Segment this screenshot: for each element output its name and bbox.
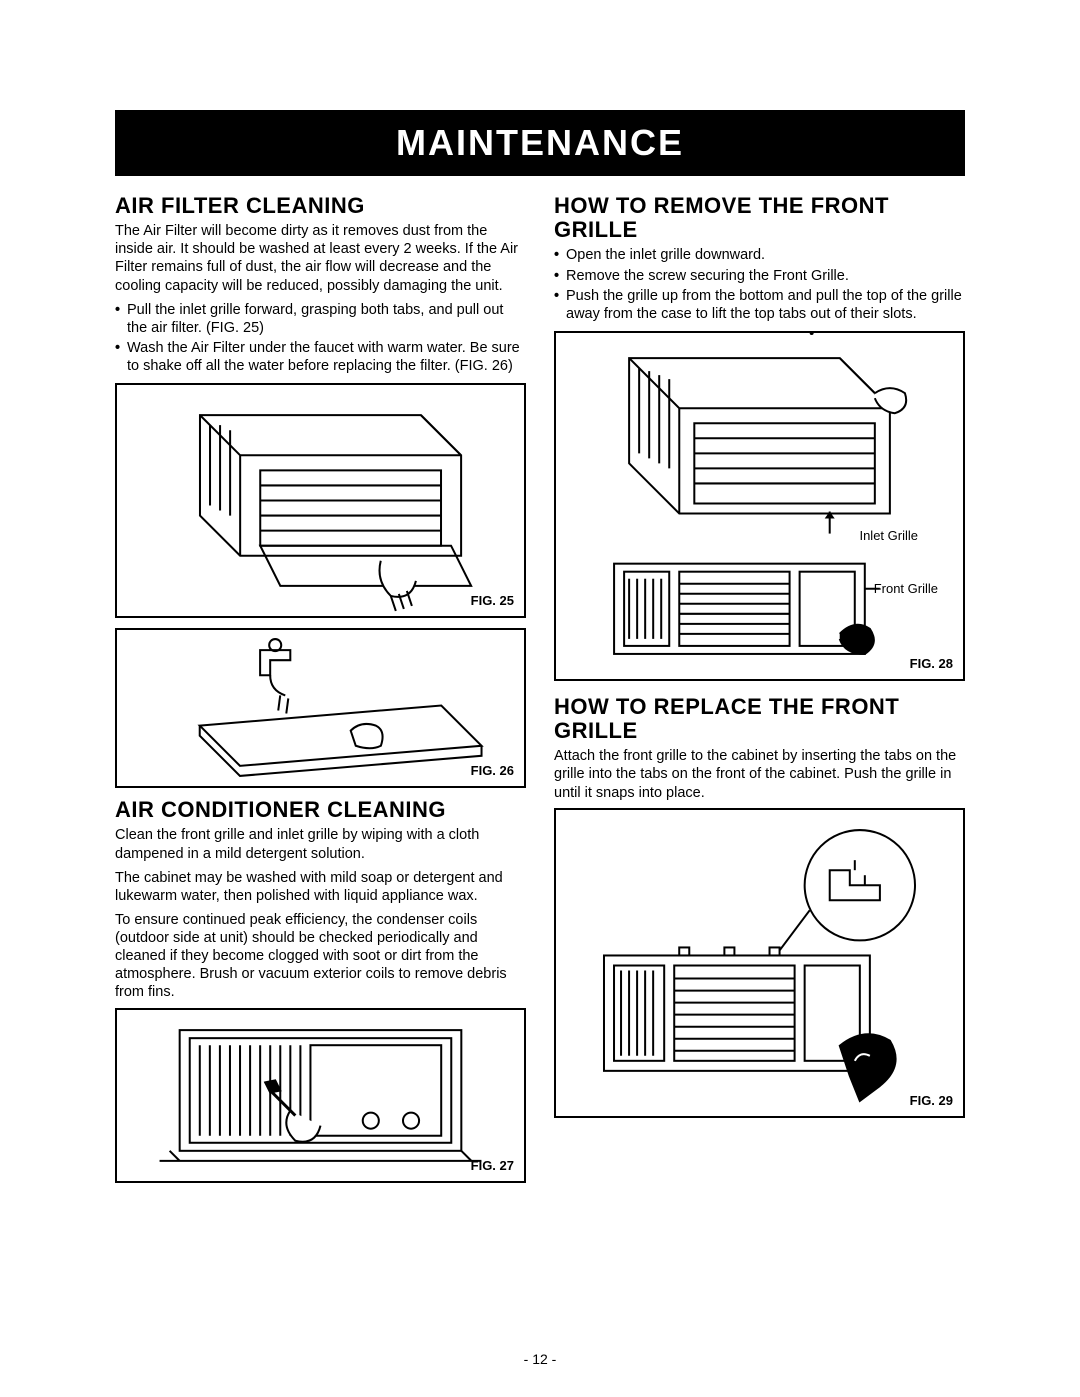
air-filter-cleaning-heading: AIR FILTER CLEANING	[115, 194, 526, 218]
figure-27-label: FIG. 27	[471, 1158, 514, 1173]
figure-29: FIG. 29	[554, 808, 965, 1118]
bullet-item: Push the grille up from the bottom and p…	[554, 287, 965, 323]
figure-28-label: FIG. 28	[910, 656, 953, 671]
front-grille-annotation: Front Grille	[874, 581, 938, 596]
replace-grille-p1: Attach the front grille to the cabinet b…	[554, 747, 965, 801]
air-filter-intro: The Air Filter will become dirty as it r…	[115, 222, 526, 295]
bullet-item: Wash the Air Filter under the faucet wit…	[115, 339, 526, 375]
replace-front-grille-heading: HOW TO REPLACE THE FRONT GRILLE	[554, 695, 965, 743]
inlet-grille-annotation: Inlet Grille	[859, 528, 918, 543]
figure-25-drawing	[117, 385, 524, 616]
remove-front-grille-heading: HOW TO REMOVE THE FRONT GRILLE	[554, 194, 965, 242]
ac-cleaning-p1: Clean the front grille and inlet grille …	[115, 826, 526, 862]
ac-cleaning-p3: To ensure continued peak efficiency, the…	[115, 911, 526, 1002]
left-column: AIR FILTER CLEANING The Air Filter will …	[115, 194, 526, 1193]
bullet-item: Remove the screw securing the Front Gril…	[554, 267, 965, 285]
figure-29-drawing	[556, 810, 963, 1116]
air-conditioner-cleaning-heading: AIR CONDITIONER CLEANING	[115, 798, 526, 822]
bullet-item: Pull the inlet grille forward, grasping …	[115, 301, 526, 337]
figure-27-drawing	[117, 1010, 524, 1181]
content-columns: AIR FILTER CLEANING The Air Filter will …	[115, 194, 965, 1193]
figure-26: FIG. 26	[115, 628, 526, 788]
bullet-item: Open the inlet grille downward.	[554, 246, 965, 264]
page-number: - 12 -	[0, 1351, 1080, 1367]
figure-28: Inlet Grille Front Grille FIG. 28	[554, 331, 965, 681]
remove-grille-bullets: Open the inlet grille downward. Remove t…	[554, 246, 965, 323]
right-column: HOW TO REMOVE THE FRONT GRILLE Open the …	[554, 194, 965, 1193]
figure-28-drawing	[556, 333, 963, 679]
figure-27: FIG. 27	[115, 1008, 526, 1183]
figure-26-label: FIG. 26	[471, 763, 514, 778]
maintenance-banner: MAINTENANCE	[115, 110, 965, 176]
air-filter-bullets: Pull the inlet grille forward, grasping …	[115, 301, 526, 376]
figure-25-label: FIG. 25	[471, 593, 514, 608]
figure-29-label: FIG. 29	[910, 1093, 953, 1108]
figure-25: FIG. 25	[115, 383, 526, 618]
figure-26-drawing	[117, 630, 524, 786]
ac-cleaning-p2: The cabinet may be washed with mild soap…	[115, 869, 526, 905]
